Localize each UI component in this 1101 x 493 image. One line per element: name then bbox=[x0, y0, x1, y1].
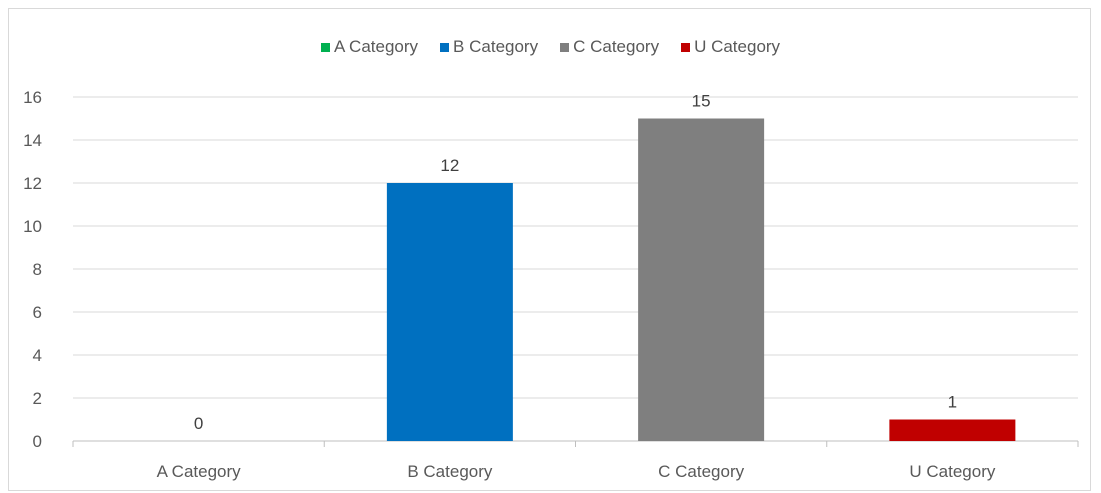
data-label-3: 15 bbox=[692, 92, 711, 111]
data-label-4: 1 bbox=[948, 393, 957, 412]
data-label-2: 12 bbox=[440, 156, 459, 175]
data-label-1: 0 bbox=[194, 414, 203, 433]
y-tick-label-2: 2 bbox=[33, 389, 42, 408]
legend-label-c: C Category bbox=[573, 37, 660, 56]
y-tick-label-10: 10 bbox=[23, 217, 42, 236]
x-category-label-1: A Category bbox=[157, 462, 242, 481]
bar-4 bbox=[889, 419, 1016, 441]
y-tick-label-12: 12 bbox=[23, 174, 42, 193]
x-category-label-2: B Category bbox=[407, 462, 493, 481]
legend-swatch-c bbox=[560, 42, 570, 52]
bar-2 bbox=[386, 183, 513, 441]
chart-legend: A Category B Category C Category U Categ… bbox=[0, 36, 1101, 58]
y-tick-label-8: 8 bbox=[33, 260, 42, 279]
chart-frame bbox=[8, 8, 1091, 491]
legend-swatch-u bbox=[681, 42, 691, 52]
x-category-label-4: U Category bbox=[909, 462, 995, 481]
x-category-label-3: C Category bbox=[658, 462, 744, 481]
y-tick-label-0: 0 bbox=[33, 432, 42, 451]
y-tick-label-14: 14 bbox=[23, 131, 42, 150]
legend-item-c: C Category bbox=[560, 37, 659, 57]
y-tick-label-4: 4 bbox=[33, 346, 42, 365]
legend-item-a: A Category bbox=[320, 37, 419, 57]
y-tick-label-6: 6 bbox=[33, 303, 42, 322]
legend-swatch-b bbox=[440, 42, 450, 52]
legend-label-b: B Category bbox=[453, 37, 539, 56]
legend-label-a: A Category bbox=[333, 37, 419, 56]
legend-item-u: U Category bbox=[681, 37, 780, 57]
y-tick-label-16: 16 bbox=[23, 88, 42, 107]
bar-3 bbox=[638, 118, 765, 441]
legend-label-u: U Category bbox=[694, 37, 781, 56]
legend-item-b: B Category bbox=[440, 37, 538, 57]
legend-swatch-a bbox=[320, 42, 330, 52]
